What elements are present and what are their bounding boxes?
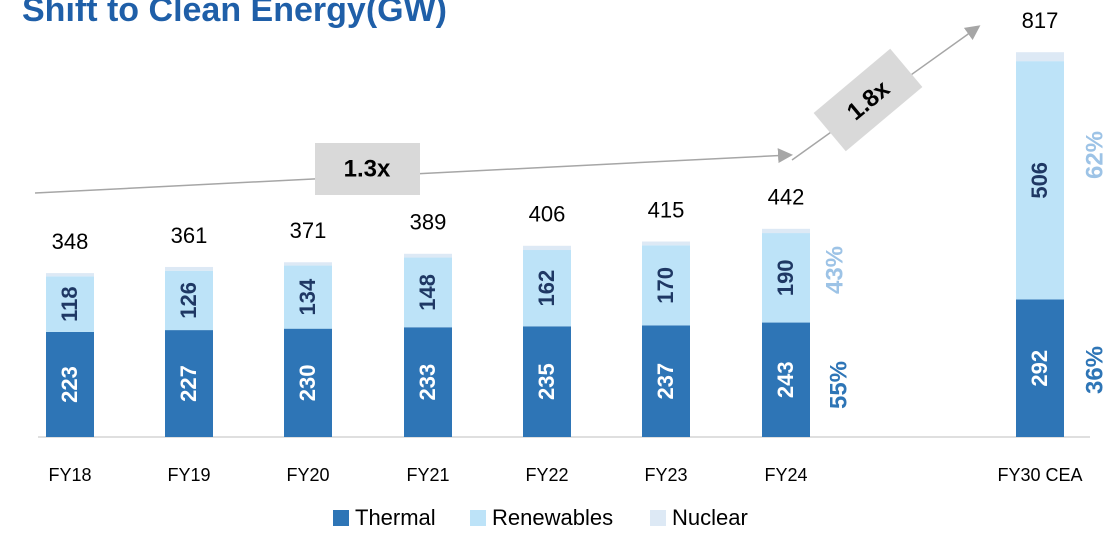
total-label: 348 <box>52 229 89 254</box>
total-label: 406 <box>529 202 566 227</box>
segment-label-group: 126 <box>176 282 201 319</box>
total-label: 371 <box>290 218 327 243</box>
segment-label: 243 <box>773 361 798 398</box>
total-label: 817 <box>1022 8 1059 33</box>
chart-title: Shift to Clean Energy(GW) <box>22 0 447 29</box>
segment-label: 118 <box>57 286 82 322</box>
x-tick-label: FY19 <box>167 465 210 485</box>
segment-label-group: 162 <box>534 270 559 307</box>
bar-segment <box>165 266 213 271</box>
bar-segment <box>284 328 332 437</box>
bar-segment <box>404 257 452 328</box>
legend-swatch <box>650 510 666 526</box>
bar-segment <box>1016 299 1064 437</box>
total-label: 442 <box>768 185 805 210</box>
segment-label: 506 <box>1027 162 1052 199</box>
x-tick-label: FY21 <box>406 465 449 485</box>
bar-segment <box>165 270 213 331</box>
bar-segment <box>523 326 571 437</box>
bar-segment <box>642 241 690 246</box>
percent-label: 36% <box>1081 346 1106 394</box>
segment-label-group: 506 <box>1027 162 1052 199</box>
segment-label-group: 134 <box>295 278 320 315</box>
segment-label-group: 233 <box>415 364 440 401</box>
segment-label-group: 237 <box>653 363 678 400</box>
legend-swatch <box>470 510 486 526</box>
x-tick-label: FY23 <box>644 465 687 485</box>
bar-segment <box>762 233 810 323</box>
segment-label-group: 230 <box>295 364 320 401</box>
bar-segment <box>642 325 690 437</box>
bar-segment <box>46 273 94 277</box>
x-tick-label: FY20 <box>286 465 329 485</box>
segment-label: 162 <box>534 270 559 307</box>
segment-label: 170 <box>653 267 678 304</box>
annotation-box <box>813 48 923 152</box>
percent-label: 55% <box>825 361 852 409</box>
segment-label-group: 170 <box>653 267 678 304</box>
bar-segment <box>1016 52 1064 62</box>
segment-label-group: 190 <box>773 259 798 296</box>
total-label: 361 <box>171 223 208 248</box>
segment-label: 134 <box>295 278 320 315</box>
segment-label: 227 <box>176 365 201 402</box>
segment-label: 292 <box>1027 350 1052 387</box>
segment-label: 190 <box>773 259 798 296</box>
bar-segment <box>523 245 571 251</box>
bar-segment <box>46 276 94 332</box>
percent-label: 43% <box>821 246 848 294</box>
bar-segment <box>165 330 213 437</box>
segment-label: 230 <box>295 364 320 401</box>
segment-label: 126 <box>176 282 201 319</box>
x-tick-label: FY18 <box>48 465 91 485</box>
legend-label: Renewables <box>492 505 613 530</box>
percent-label: 62% <box>1081 131 1106 179</box>
segment-label-group: 118 <box>57 286 82 322</box>
total-label: 389 <box>410 210 447 235</box>
segment-label-group: 148 <box>415 274 440 311</box>
bar-segment <box>404 253 452 258</box>
segment-label: 223 <box>57 366 82 403</box>
bar-segment <box>284 265 332 329</box>
bar-segment <box>1016 61 1064 300</box>
segment-label-group: 235 <box>534 363 559 400</box>
bar-segment <box>404 327 452 437</box>
annotation-box <box>315 143 420 195</box>
segment-label-group: 292 <box>1027 350 1052 387</box>
x-tick-label: FY24 <box>764 465 807 485</box>
segment-label: 237 <box>653 363 678 400</box>
legend-label: Thermal <box>355 505 436 530</box>
legend-label: Nuclear <box>672 505 748 530</box>
bar-segment <box>762 228 810 234</box>
bar-segment <box>46 331 94 437</box>
bar-segment <box>762 322 810 437</box>
bar-segment <box>523 250 571 327</box>
segment-label: 148 <box>415 274 440 311</box>
total-label: 415 <box>648 197 685 222</box>
segment-label: 235 <box>534 363 559 400</box>
bar-segment <box>642 245 690 326</box>
x-tick-label: FY22 <box>525 465 568 485</box>
segment-label-group: 227 <box>176 365 201 402</box>
segment-label-group: 223 <box>57 366 82 403</box>
x-tick-label: FY30 CEA <box>997 465 1082 485</box>
annotation: 1.3x <box>344 155 391 182</box>
bar-segment <box>284 262 332 266</box>
legend-swatch <box>333 510 349 526</box>
annotation-group: 1.8x <box>813 48 923 152</box>
segment-label: 233 <box>415 364 440 401</box>
segment-label-group: 243 <box>773 361 798 398</box>
